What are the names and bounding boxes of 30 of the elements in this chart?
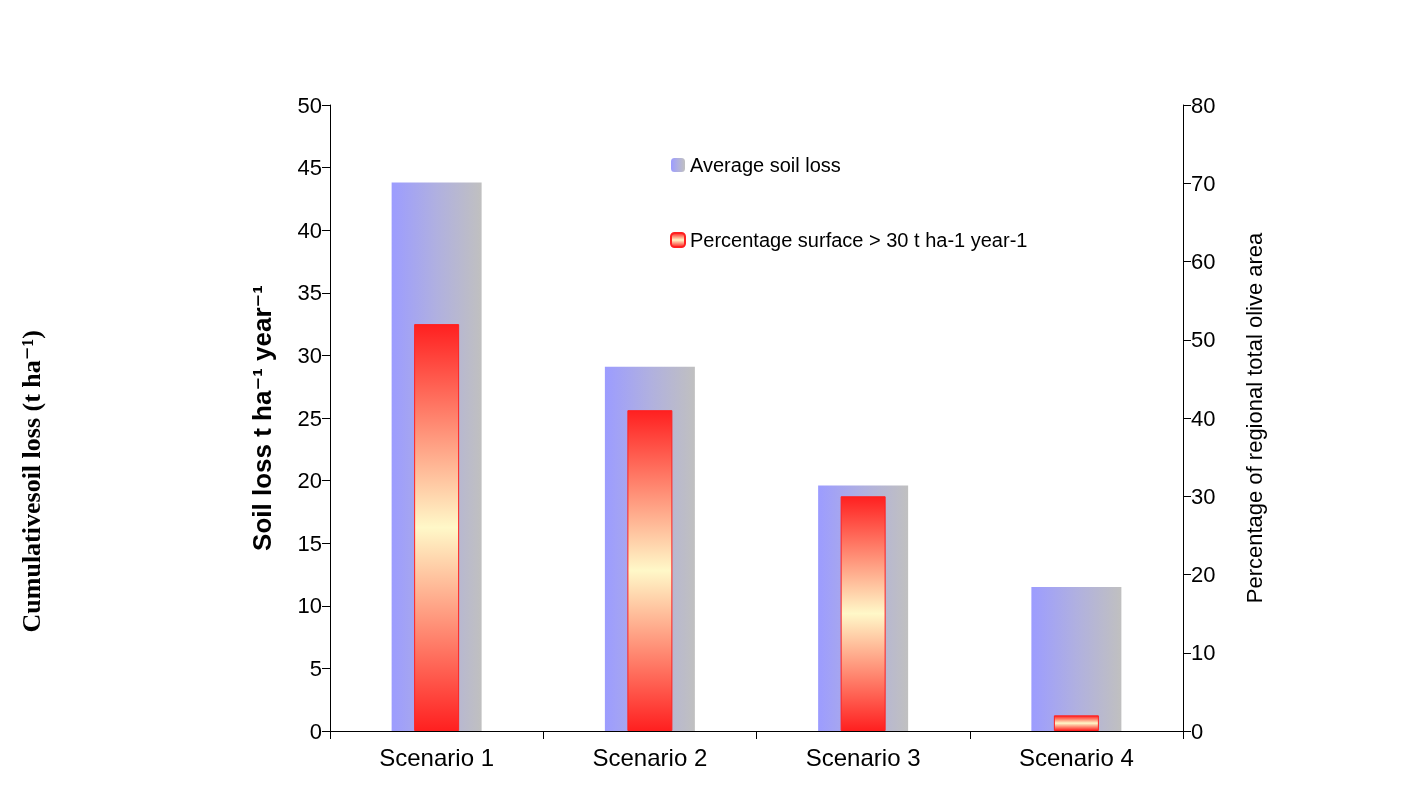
y-tick-label: 0	[309, 718, 322, 744]
y2-tick-label: 10	[1191, 640, 1216, 666]
y-tick-label: 25	[297, 405, 322, 431]
bar	[1031, 587, 1122, 731]
y2-tick-label: 70	[1191, 170, 1216, 196]
y-tick-label: 30	[297, 342, 322, 368]
text: Cumulativesoil loss (t ha⁻¹)	[16, 329, 46, 633]
y2-tick-label: 30	[1191, 483, 1216, 509]
y2-tick-label: 20	[1191, 562, 1216, 587]
legend-label: Average soil loss	[690, 154, 841, 176]
legend-label: Percentage surface > 30 t ha-1 year-1	[690, 229, 1028, 251]
x-tick-label: Scenario 2	[592, 743, 708, 771]
y-tick-label: 20	[297, 468, 322, 494]
y-tick-label: 35	[297, 280, 322, 306]
y-tick-label: 50	[297, 92, 322, 118]
y-tick-label: 15	[297, 530, 322, 556]
x-tick-label: Scenario 3	[805, 743, 921, 771]
x-tick-label: Scenario 4	[1019, 743, 1134, 771]
y-tick-label: 10	[297, 593, 322, 619]
y-tick-label: 5	[309, 655, 322, 681]
y-tick-label: 40	[297, 217, 322, 243]
y2-tick-label: 50	[1191, 327, 1216, 353]
y2-tick-label: 80	[1191, 92, 1216, 118]
y2-tick-label: 60	[1191, 249, 1216, 274]
y-axis-title: Soil loss t ha⁻¹ year⁻¹	[247, 285, 277, 551]
y2-tick-label: 40	[1191, 405, 1216, 431]
y-tick-label: 45	[297, 155, 322, 181]
y2-axis-title: Percentage of regional total olive area	[1241, 231, 1267, 604]
x-tick-label: Scenario 1	[379, 743, 494, 771]
y2-tick-label: 0	[1191, 718, 1204, 744]
